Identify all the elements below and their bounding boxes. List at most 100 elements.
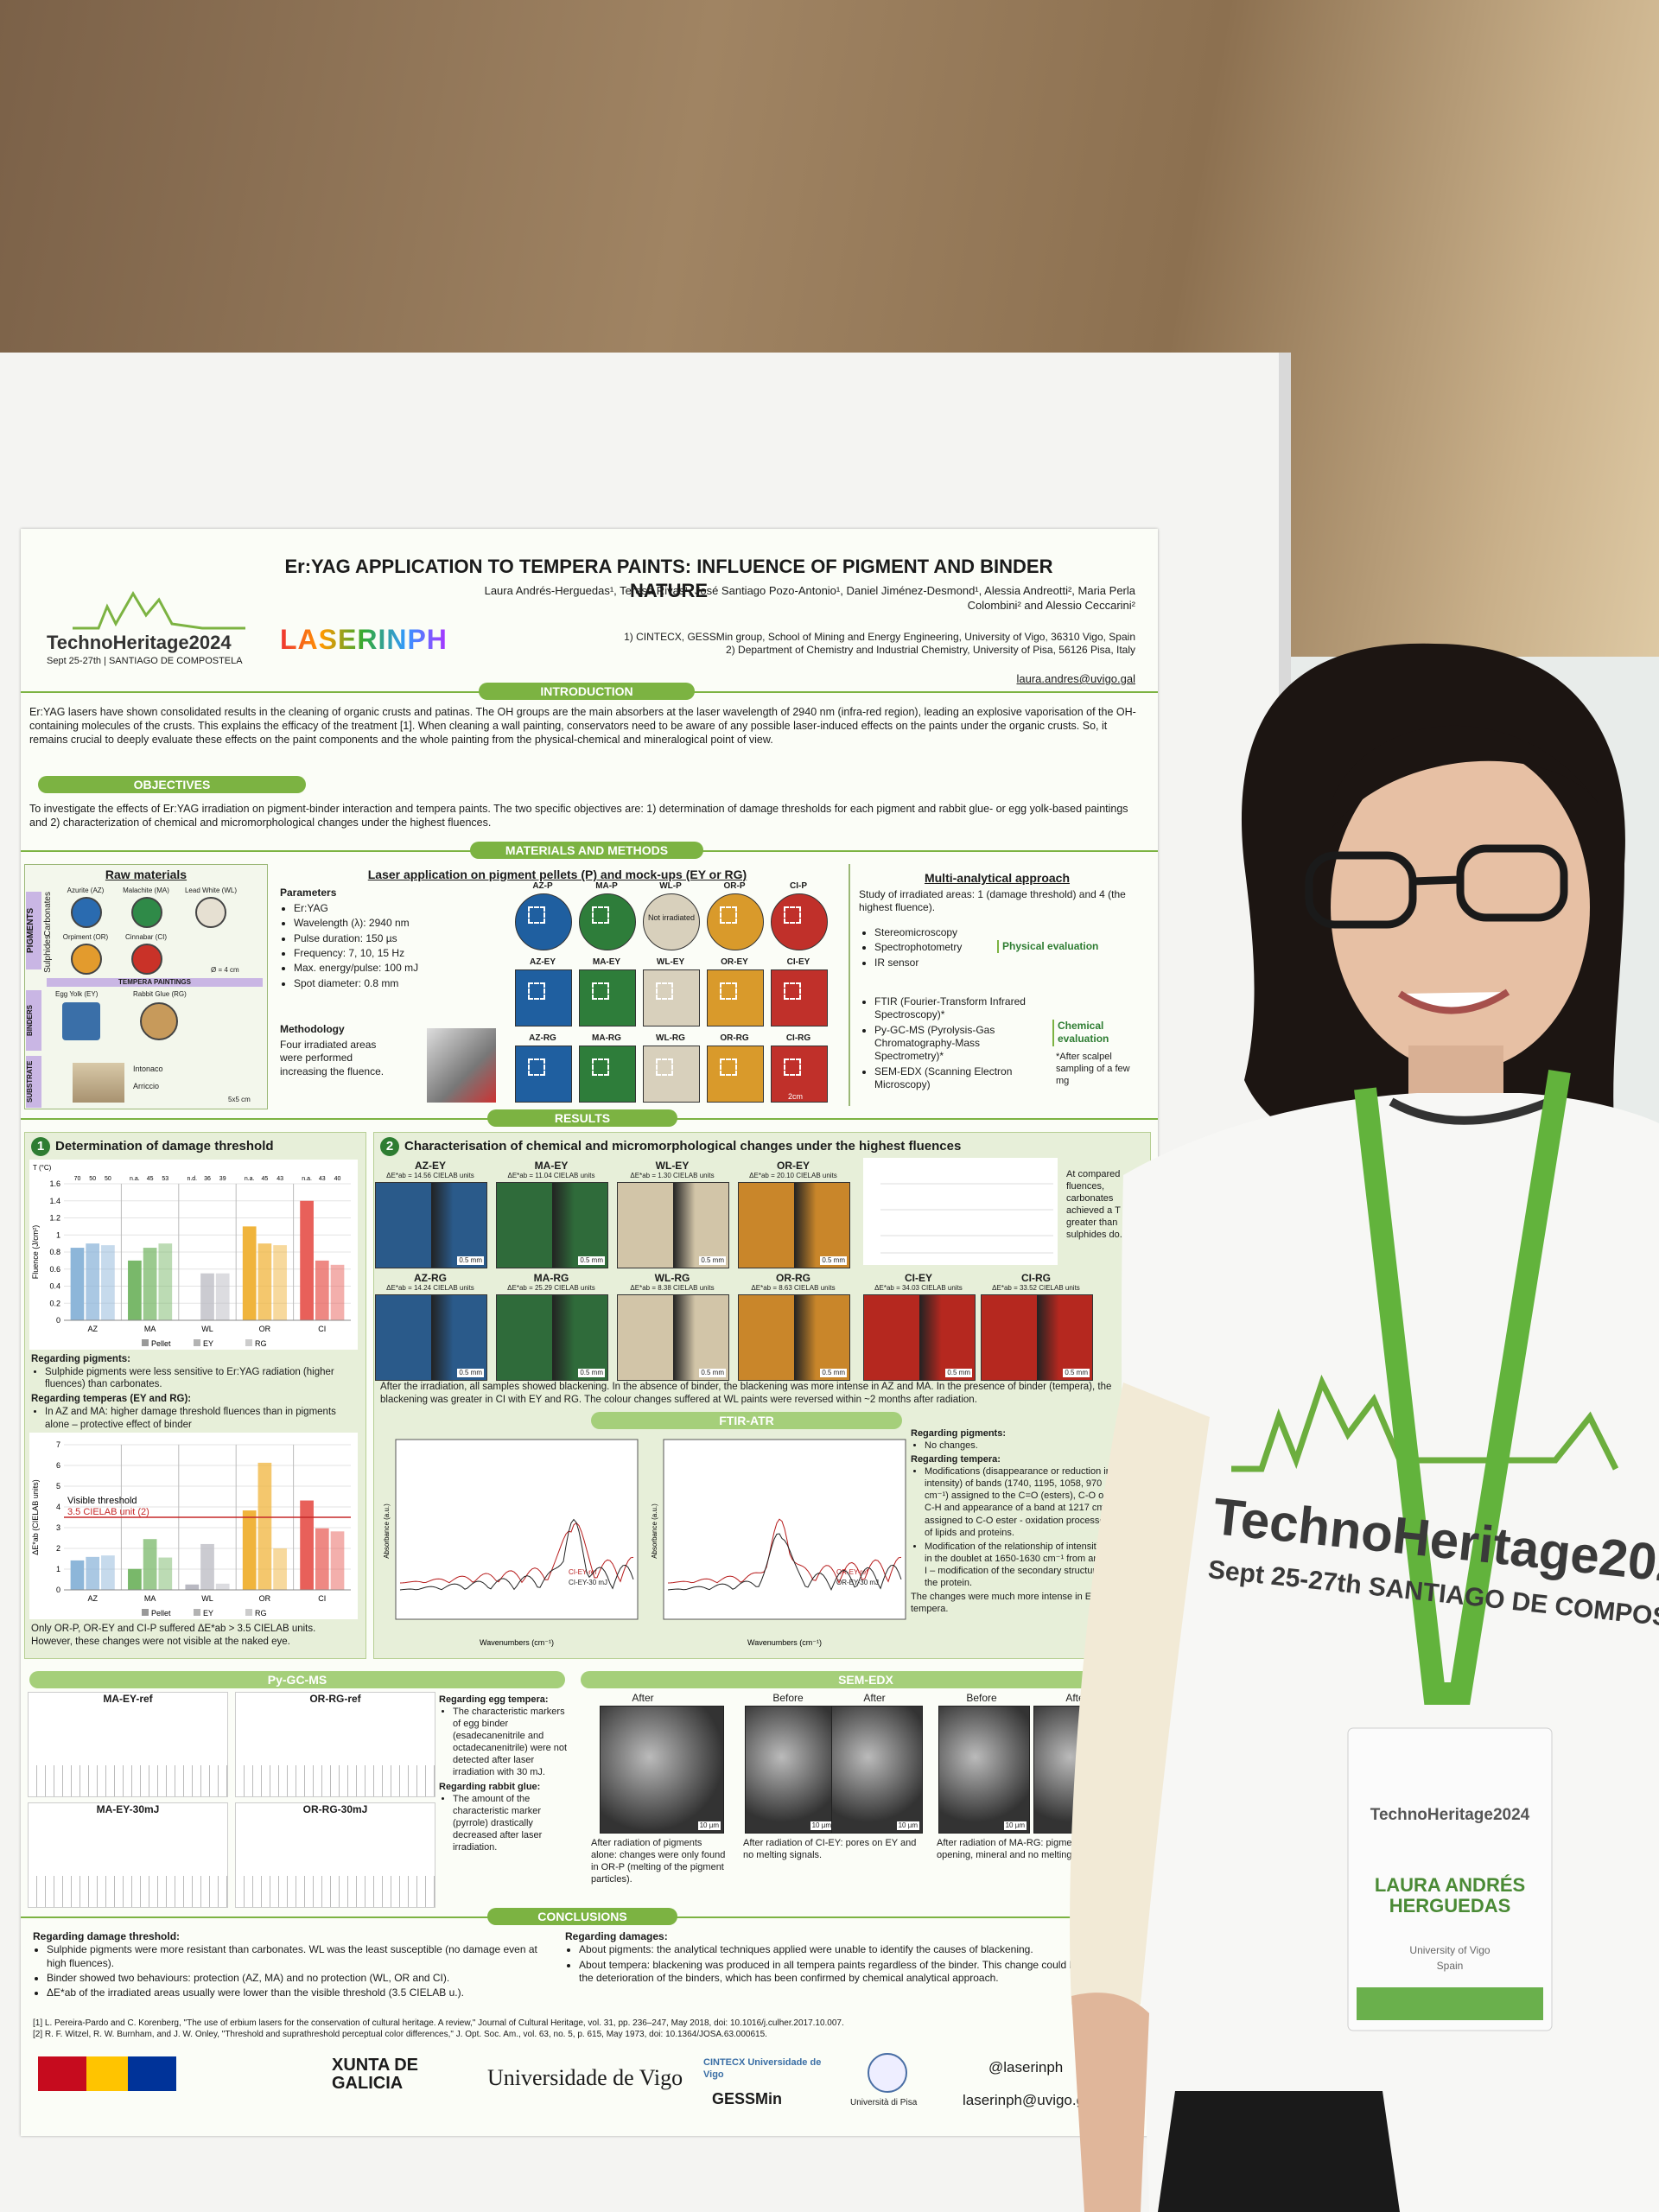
bar: [215, 1273, 230, 1320]
bullet: ΔE*ab of the irradiated areas usually we…: [47, 1986, 551, 1999]
cardigan-sleeve: [1070, 1382, 1210, 2005]
panel-subheading: Parameters: [280, 887, 337, 899]
micrograph-value: ΔE*ab = 34.03 CIELAB units: [874, 1284, 963, 1292]
y-tick-label: 1.6: [49, 1179, 60, 1188]
sampling-note: *After scalpel sampling of a few mg: [1056, 1052, 1130, 1087]
substrate-photo: [73, 1063, 124, 1103]
bridge: [1412, 875, 1461, 886]
scale-label: 0.5 mm: [578, 1368, 605, 1377]
binder-photo: [140, 1002, 178, 1040]
funding-logos: [38, 2056, 176, 2091]
bullet: Modification of the relationship of inte…: [925, 1541, 1118, 1589]
lead-text: Regarding pigments:: [31, 1354, 131, 1364]
bar: [315, 1260, 329, 1320]
lead-text: Regarding pigments:: [911, 1428, 1007, 1439]
y-axis-label: Absorbance (a.u.): [383, 1503, 391, 1559]
conclusions-right: Regarding damages:About pigments: the an…: [565, 1930, 1144, 1986]
row-label: TEMPERA PAINTINGS: [47, 978, 263, 988]
t-value: 50: [89, 1176, 96, 1182]
pisa-seal: [868, 2053, 907, 2093]
bullet-list: Modifications (disappearance or reductio…: [911, 1465, 1118, 1589]
bar: [128, 1568, 142, 1590]
delta-e-chart: 0 1 2 3 4 5 6 7 ΔE*ab (CIELAB units) AZ MA WL OR CI Pe…: [29, 1433, 358, 1619]
micrograph: 0.5 mm: [375, 1294, 487, 1381]
sem-label: After: [863, 1692, 886, 1704]
ftir-note: The changes were much more intense in EY…: [911, 1592, 1098, 1615]
t-value: 39: [219, 1176, 226, 1182]
x-tick-label: MA: [144, 1594, 156, 1603]
micrograph-value: ΔE*ab = 11.04 CIELAB units: [507, 1172, 595, 1179]
irradiated-area: [592, 982, 609, 1000]
sample: [707, 893, 764, 950]
poster: Er:YAG APPLICATION TO TEMPERA PAINTS: IN…: [21, 529, 1158, 2136]
divider: [849, 864, 850, 1106]
list-item: Pulse duration: 150 µs: [294, 932, 496, 945]
micrograph-value: ΔE*ab = 25.29 CIELAB units: [507, 1284, 595, 1292]
threshold-title: Visible threshold: [67, 1496, 137, 1506]
sample: [771, 893, 828, 950]
bullet: The amount of the characteristic marker …: [453, 1793, 569, 1853]
pigment-swatch: [71, 944, 102, 975]
micrograph-label: AZ-EY: [415, 1160, 446, 1172]
sample-label: OR-RG: [720, 1033, 749, 1043]
scale-label: 2cm: [788, 1092, 804, 1101]
scale-label: 10 µm: [697, 1821, 721, 1830]
temperature-chart-thumbnail: [863, 1158, 1058, 1265]
hand: [1071, 1993, 1149, 2212]
chromatogram-label: OR-RG-ref: [309, 1693, 361, 1705]
bar: [330, 1531, 345, 1590]
badge-name: LAURA ANDRÉS HERGUEDAS: [1374, 1874, 1526, 1917]
micrograph-label: WL-EY: [655, 1160, 690, 1172]
y-axis-label: ΔE*ab (CIELAB units): [31, 1479, 40, 1555]
irradiated-area: [528, 982, 545, 1000]
sample-label: CI-RG: [785, 1033, 811, 1043]
scale-label: 0.5 mm: [945, 1368, 972, 1377]
section-two-side-note: At compared fluences, carbonates achieve…: [1066, 1169, 1141, 1241]
micrograph-value: ΔE*ab = 1.30 CIELAB units: [630, 1172, 715, 1179]
micrograph-value: ΔE*ab = 14.56 CIELAB units: [386, 1172, 474, 1179]
conclusions-left: Regarding damage threshold:Sulphide pigm…: [33, 1930, 551, 2002]
micrograph: 0.5 mm: [496, 1294, 608, 1381]
section-heading: MATERIALS AND METHODS: [470, 842, 703, 859]
pygcms-text: Regarding egg tempera:The characteristic…: [439, 1694, 569, 1855]
micrograph-label: AZ-RG: [414, 1272, 447, 1284]
lead-text: Regarding damages:: [565, 1930, 668, 1942]
y-tick-label: 0.6: [49, 1265, 60, 1274]
t-value: 36: [204, 1176, 211, 1182]
micrograph-value: ΔE*ab = 20.10 CIELAB units: [749, 1172, 837, 1179]
bar: [101, 1245, 115, 1320]
section-heading: CONCLUSIONS: [487, 1908, 677, 1925]
skyline-line: [73, 591, 245, 630]
list-item: Py-GC-MS (Pyrolysis-Gas Chromatography-M…: [874, 1024, 1033, 1064]
sample: [579, 969, 636, 1027]
pigment-swatch: [195, 897, 226, 928]
bar: [242, 1226, 257, 1320]
conference-skyline: [73, 591, 245, 630]
list-item: Frequency: 7, 10, 15 Hz: [294, 947, 496, 960]
scale-label: 0.5 mm: [699, 1255, 726, 1265]
sample: [643, 1046, 700, 1103]
section-heading: INTRODUCTION: [479, 683, 695, 700]
subsection-heading: Py-GC-MS: [29, 1671, 565, 1688]
bullet: The characteristic markers of egg binder…: [453, 1706, 569, 1778]
trousers: [1158, 2091, 1400, 2212]
binder-label: Egg Yolk (EY): [55, 990, 99, 998]
pigment-label: Orpiment (OR): [62, 933, 109, 941]
panel-subheading: Methodology: [280, 1023, 345, 1035]
sample: [579, 893, 636, 950]
list-item: Er:YAG: [294, 902, 496, 915]
pigment-label: Cinnabar (CI): [124, 933, 167, 941]
bullet-list: Sulphide pigments were less sensitive to…: [31, 1366, 359, 1391]
badge-institution: University of Vigo: [1409, 1944, 1491, 1956]
bar: [257, 1243, 272, 1320]
glasses: [1305, 844, 1568, 929]
plot-frame: [395, 1439, 639, 1620]
conference-logo: TechnoHeritage2024: [47, 632, 232, 653]
legend-label: CI-EY-30 mJ: [569, 1579, 607, 1586]
bar: [70, 1560, 85, 1590]
section-number: 2: [380, 1137, 399, 1156]
irradiated-area: [656, 982, 673, 1000]
binder-label: Rabbit Glue (RG): [133, 990, 187, 998]
